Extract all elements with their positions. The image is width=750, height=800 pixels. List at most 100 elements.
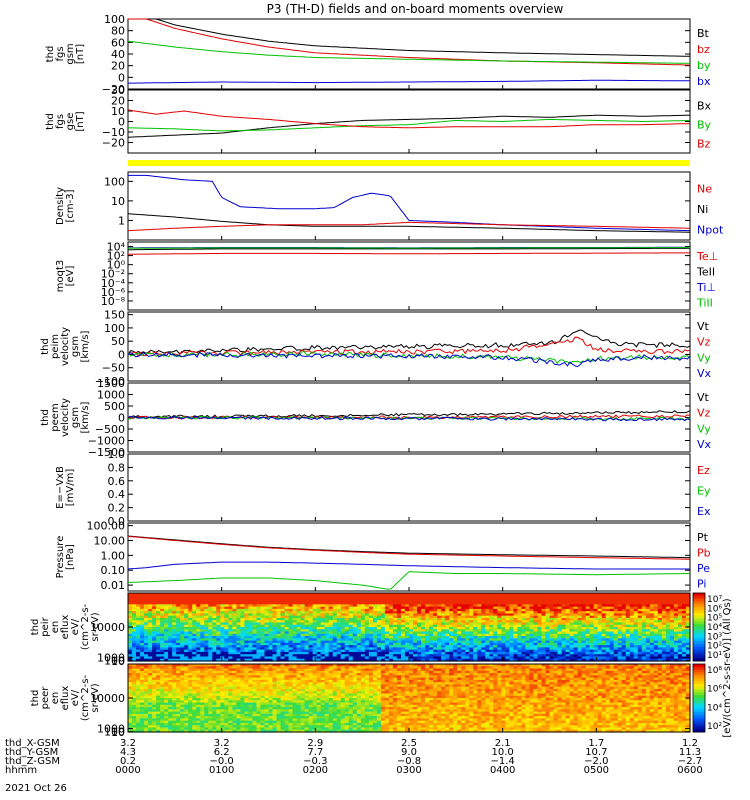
heatmap-cell <box>348 636 354 639</box>
heatmap-cell <box>541 604 547 608</box>
legend-entry: Ez <box>697 464 710 477</box>
heatmap-cell <box>501 613 506 617</box>
heatmap-cell <box>541 640 547 644</box>
heatmap-cell <box>541 647 547 651</box>
heatmap-cell <box>160 704 165 708</box>
heatmap-cell <box>677 654 683 658</box>
heatmap-cell <box>364 651 370 655</box>
heatmap-cell <box>613 608 619 612</box>
heatmap-cell <box>457 654 462 658</box>
heatmap-cell <box>340 611 346 614</box>
heatmap-cell <box>364 629 370 633</box>
heatmap-cell <box>525 593 531 596</box>
heatmap-cell <box>140 684 145 688</box>
heatmap-cell <box>376 624 382 628</box>
heatmap-cell <box>272 638 278 642</box>
heatmap-cell <box>537 617 543 621</box>
heatmap-cell <box>601 593 607 596</box>
heatmap-cell <box>589 629 595 633</box>
heatmap-cell <box>609 608 615 612</box>
heatmap-cell <box>268 620 274 624</box>
heatmap-cell <box>244 599 250 603</box>
heatmap-cell <box>128 654 133 658</box>
heatmap-cell <box>653 642 659 646</box>
heatmap-cell <box>517 620 522 624</box>
heatmap-cell <box>605 602 611 605</box>
heatmap-cell <box>396 636 402 639</box>
heatmap-cell <box>328 620 334 624</box>
heatmap-cell <box>409 658 414 662</box>
heatmap-cell <box>184 647 189 651</box>
heatmap-cell <box>204 595 209 599</box>
heatmap-cell <box>485 636 490 639</box>
heatmap-cell <box>128 647 133 651</box>
heatmap-cell <box>148 666 153 670</box>
heatmap-cell <box>565 617 571 621</box>
y-axis-label: Density <box>55 187 66 225</box>
heatmap-cell <box>324 649 330 653</box>
heatmap-cell <box>296 604 302 608</box>
heatmap-cell <box>525 624 531 628</box>
heatmap-cell <box>665 611 671 614</box>
heatmap-cell <box>641 629 647 633</box>
heatmap-cell <box>260 613 266 617</box>
heatmap-cell <box>232 645 237 648</box>
heatmap-cell <box>409 651 414 655</box>
heatmap-cell <box>152 729 157 733</box>
heatmap-cell <box>372 649 378 653</box>
heatmap-cell <box>208 629 213 633</box>
heatmap-cell <box>260 615 266 619</box>
heatmap-cell <box>581 620 587 624</box>
heatmap-cell <box>573 636 579 639</box>
heatmap-cell <box>236 599 241 603</box>
heatmap-cell <box>248 636 254 639</box>
heatmap-cell <box>425 645 430 648</box>
y-axis-label: thd <box>40 338 51 355</box>
heatmap-cell <box>276 633 282 637</box>
heatmap-cell <box>609 622 615 626</box>
heatmap-cell <box>172 651 177 655</box>
heatmap-cell <box>268 593 274 596</box>
heatmap-cell <box>429 636 434 639</box>
heatmap-cell <box>156 700 161 704</box>
heatmap-cell <box>348 640 354 644</box>
heatmap-cell <box>180 675 185 679</box>
heatmap-cell <box>244 642 250 646</box>
heatmap-cell <box>413 622 418 626</box>
heatmap-cell <box>324 658 330 662</box>
heatmap-cell <box>300 645 306 648</box>
heatmap-cell <box>617 606 623 610</box>
heatmap-cell <box>276 608 282 612</box>
heatmap-cell <box>128 702 133 706</box>
heatmap-cell <box>148 709 153 713</box>
heatmap-cell <box>441 642 446 646</box>
heatmap-cell <box>144 713 149 717</box>
heatmap-cell <box>140 700 145 704</box>
heatmap-cell <box>392 642 398 646</box>
heatmap-cell <box>417 617 422 621</box>
heatmap-cell <box>653 593 659 596</box>
heatmap-cell <box>140 629 145 633</box>
heatmap-cell <box>461 595 466 599</box>
heatmap-cell <box>332 620 338 624</box>
heatmap-cell <box>425 636 430 639</box>
heatmap-cell <box>168 654 173 658</box>
heatmap-cell <box>665 597 671 601</box>
heatmap-cell <box>613 593 619 596</box>
heatmap-cell <box>316 633 322 637</box>
legend-entry: TeII <box>696 265 715 278</box>
heatmap-cell <box>392 620 398 624</box>
heatmap-cell <box>232 620 237 624</box>
heatmap-cell <box>673 602 679 605</box>
heatmap-cell <box>200 597 205 601</box>
heatmap-cell <box>509 647 514 651</box>
heatmap-cell <box>260 627 266 630</box>
heatmap-cell <box>585 611 591 614</box>
heatmap-cell <box>364 633 370 637</box>
heatmap-cell <box>172 595 177 599</box>
heatmap-cell <box>633 593 639 596</box>
heatmap-cell <box>276 613 282 617</box>
heatmap-cell <box>352 593 358 596</box>
heatmap-cell <box>637 624 643 628</box>
